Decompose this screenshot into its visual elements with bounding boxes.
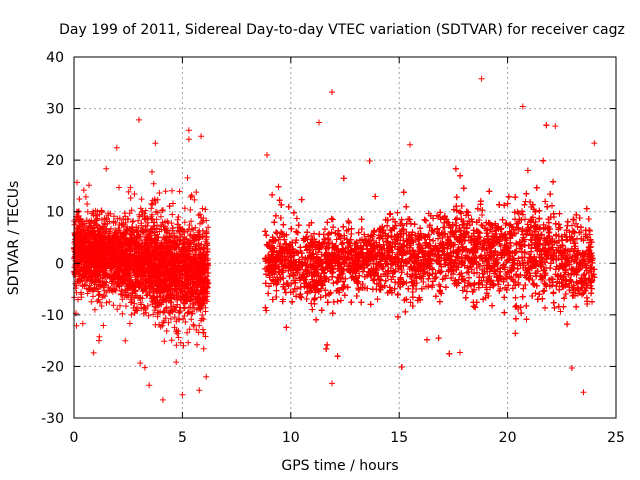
- data-point: [127, 195, 134, 201]
- data-point: [176, 188, 183, 195]
- data-point: [117, 302, 123, 309]
- data-point: [191, 196, 198, 203]
- data-point: [88, 298, 95, 305]
- data-point: [175, 214, 182, 220]
- data-point: [199, 312, 206, 318]
- data-point: [103, 299, 110, 306]
- data-point: [185, 339, 192, 346]
- data-point: [150, 180, 157, 187]
- data-point: [156, 190, 163, 196]
- data-point: [94, 298, 101, 305]
- data-point: [96, 337, 102, 344]
- data-point: [181, 205, 188, 212]
- data-point: [148, 205, 155, 212]
- data-point: [169, 187, 175, 194]
- data-point: [123, 303, 129, 310]
- data-point: [162, 188, 169, 195]
- data-point: [82, 193, 89, 200]
- data-point: [119, 296, 126, 303]
- data-point: [75, 296, 81, 303]
- data-point: [196, 322, 203, 329]
- data-point: [152, 140, 159, 147]
- data-points: [71, 75, 598, 403]
- data-point: [149, 168, 155, 175]
- data-point: [168, 337, 175, 344]
- data-point: [74, 179, 80, 186]
- data-point: [185, 136, 192, 143]
- data-point: [200, 345, 207, 352]
- data-point: [202, 206, 209, 213]
- data-point: [197, 211, 204, 218]
- data-point: [76, 196, 83, 202]
- data-point: [194, 341, 200, 348]
- data-point: [169, 211, 176, 218]
- chart-title: Day 199 of 2011, Sidereal Day-to-day VTE…: [59, 22, 625, 38]
- data-point: [110, 302, 117, 309]
- data-point: [122, 337, 129, 344]
- data-point: [141, 364, 148, 371]
- data-point: [106, 298, 113, 305]
- data-point: [180, 304, 187, 311]
- data-point: [176, 316, 183, 323]
- data-point: [153, 209, 160, 215]
- data-point: [188, 316, 195, 323]
- data-point: [91, 306, 98, 313]
- data-point: [90, 293, 96, 300]
- data-point: [176, 308, 183, 315]
- data-point: [196, 387, 203, 394]
- data-point: [196, 227, 203, 234]
- data-point: [116, 184, 122, 191]
- data-point: [184, 174, 191, 181]
- data-point: [131, 191, 138, 197]
- data-point: [86, 182, 92, 189]
- data-point: [84, 201, 91, 207]
- data-point: [111, 213, 117, 220]
- data-point: [180, 342, 187, 349]
- data-point: [187, 206, 194, 213]
- data-point: [90, 349, 97, 356]
- data-point: [138, 196, 145, 203]
- data-point: [163, 328, 170, 334]
- data-point: [199, 205, 206, 212]
- data-point: [198, 133, 205, 140]
- data-point: [79, 320, 86, 327]
- data-point: [137, 360, 144, 367]
- data-point: [103, 165, 110, 172]
- data-point: [114, 306, 121, 313]
- data-point: [146, 382, 153, 389]
- data-point: [173, 359, 180, 366]
- data-point: [190, 321, 197, 328]
- data-point: [119, 310, 126, 317]
- data-point: [113, 144, 120, 151]
- data-point: [141, 304, 148, 311]
- data-point: [161, 338, 168, 345]
- data-point: [80, 187, 87, 194]
- data-point: [100, 322, 107, 329]
- data-point: [175, 334, 182, 341]
- data-point: [193, 189, 200, 196]
- data-point: [165, 319, 172, 326]
- data-point: [126, 320, 133, 327]
- data-point: [186, 326, 193, 333]
- data-point: [125, 188, 132, 195]
- data-point: [165, 219, 172, 226]
- data-point: [181, 219, 188, 226]
